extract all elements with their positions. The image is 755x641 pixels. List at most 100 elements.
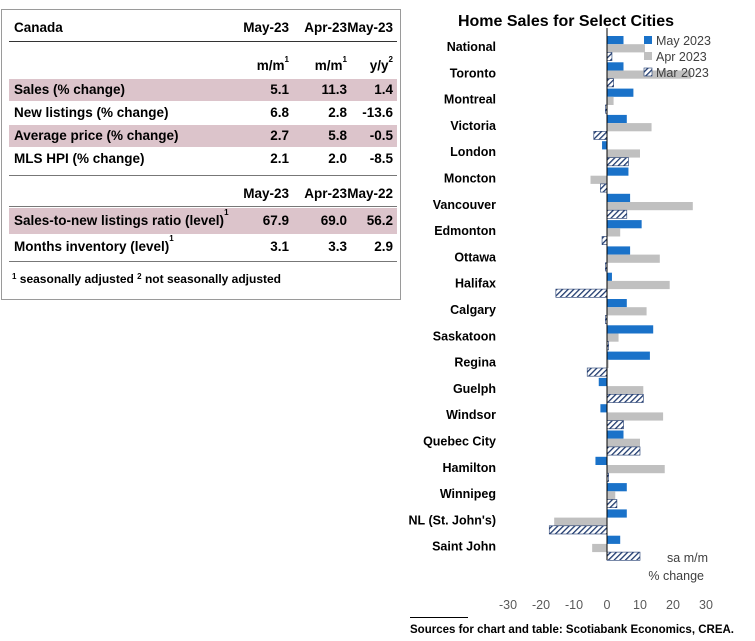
x-tick-label: -10 (565, 598, 583, 612)
legend: May 2023 Apr 2023 Mar 2023 (643, 34, 711, 80)
bar-apr (607, 359, 609, 368)
row-value: 2.8 (328, 105, 347, 120)
bar-may (607, 88, 634, 97)
category-label: Regina (454, 356, 497, 370)
category-label: Winnipeg (440, 487, 496, 501)
row-value: -13.6 (362, 105, 393, 120)
bar-apr (554, 517, 607, 526)
legend-swatch (643, 67, 653, 77)
bar-may (607, 220, 642, 229)
bar-mar (606, 420, 624, 430)
table-divider (9, 175, 397, 176)
row-label: Sales (% change) (14, 82, 126, 97)
bar-mar (593, 131, 608, 140)
bar-may (598, 377, 607, 387)
bar-apr (607, 438, 640, 447)
bar-may (602, 141, 607, 150)
category-label: National (447, 40, 496, 54)
table-footnote: 1 seasonally adjusted 2 not seasonally a… (12, 272, 281, 286)
bar-apr (607, 202, 693, 211)
category-label: Calgary (450, 303, 496, 317)
table-units-row: m/m1 m/m1 y/y2 (9, 55, 397, 77)
bar-may (607, 509, 627, 518)
table-header-col2: Apr-23 (304, 20, 347, 35)
bar-mar (606, 52, 613, 61)
category-label: Ottawa (454, 250, 497, 264)
x-tick-label: -20 (532, 598, 550, 612)
units-col1: m/m1 (256, 55, 289, 73)
x-tick-label: -30 (499, 598, 517, 612)
category-label: Montreal (444, 93, 496, 107)
row-value: 2.1 (270, 151, 289, 166)
bar-may (607, 114, 627, 124)
row-value: 11.3 (321, 82, 347, 97)
category-label: Halifax (455, 277, 496, 291)
category-label: Saint John (432, 540, 496, 554)
bar-apr (607, 149, 640, 158)
row-value: 3.1 (270, 239, 289, 254)
row-value: 5.1 (270, 82, 289, 97)
bar-apr (607, 386, 644, 395)
category-label: Vancouver (433, 198, 496, 212)
table-header-row: Canada May-23 Apr-23 May-23 (9, 17, 397, 39)
category-label: Victoria (450, 119, 497, 133)
category-label: London (450, 145, 496, 159)
bar-apr (607, 307, 647, 316)
bar-may (607, 36, 624, 45)
category-label: NL (St. John's) (409, 513, 496, 527)
row-value: 2.9 (374, 239, 393, 254)
table-row: Months inventory (level)1 3.1 3.3 2.9 (9, 234, 397, 260)
row-value: 5.8 (328, 128, 347, 143)
table-header-label: Canada (14, 20, 63, 35)
bar-apr (607, 491, 616, 500)
bar-apr (607, 44, 645, 53)
legend-swatch (644, 52, 652, 60)
bar-apr (607, 123, 652, 132)
x-tick-label: 10 (633, 598, 647, 612)
category-label: Quebec City (423, 435, 496, 449)
bar-may (607, 246, 631, 255)
table-divider (9, 206, 397, 207)
table-header-col1: May-23 (243, 20, 289, 35)
row-label: MLS HPI (% change) (14, 151, 145, 166)
units-col3: y/y2 (369, 55, 393, 73)
source-note: Sources for chart and table: Scotiabank … (410, 624, 734, 636)
x-axis-ticks: -30 -20 -10 0 10 20 30 (499, 598, 713, 612)
row-value: 1.4 (374, 82, 393, 97)
bar-mar (606, 551, 641, 561)
bar-mar (548, 525, 608, 535)
x-tick-label: 0 (604, 598, 611, 612)
legend-label: Apr 2023 (656, 50, 707, 64)
row-value: 67.9 (262, 213, 289, 228)
category-label: Hamilton (443, 461, 496, 475)
bar-may (607, 299, 627, 308)
bar-mar (606, 209, 628, 219)
unit-label-line1: sa m/m (667, 551, 708, 565)
bar-mar (606, 446, 641, 456)
row-label: New listings (% change) (14, 105, 169, 120)
x-tick-label: 30 (699, 598, 713, 612)
table-row: Sales (% change) 5.1 11.3 1.4 (9, 79, 397, 101)
row-value: 2.7 (270, 128, 289, 143)
bar-apr (607, 465, 665, 474)
bars-layer (548, 28, 693, 561)
bar-may (595, 456, 607, 465)
bar-apr (607, 96, 614, 105)
bar-may (600, 404, 607, 413)
bar-may (607, 193, 631, 202)
table-row: New listings (% change) 6.8 2.8 -13.6 (9, 102, 397, 124)
home-sales-chart: Home Sales for Select Cities National Tor… (409, 13, 713, 612)
bar-may (607, 62, 624, 71)
category-label: Toronto (450, 66, 497, 80)
row-value: 6.8 (270, 105, 289, 120)
bar-mar (586, 367, 608, 377)
bar-may (607, 535, 621, 544)
bar-mar (600, 183, 608, 193)
chart-title: Home Sales for Select Cities (458, 13, 674, 30)
bar-mar (606, 393, 644, 403)
bar-apr (590, 175, 607, 184)
row-value: -8.5 (369, 151, 393, 166)
row-value: 3.3 (328, 239, 347, 254)
legend-swatch (644, 36, 652, 44)
row-value: 2.0 (328, 151, 347, 166)
